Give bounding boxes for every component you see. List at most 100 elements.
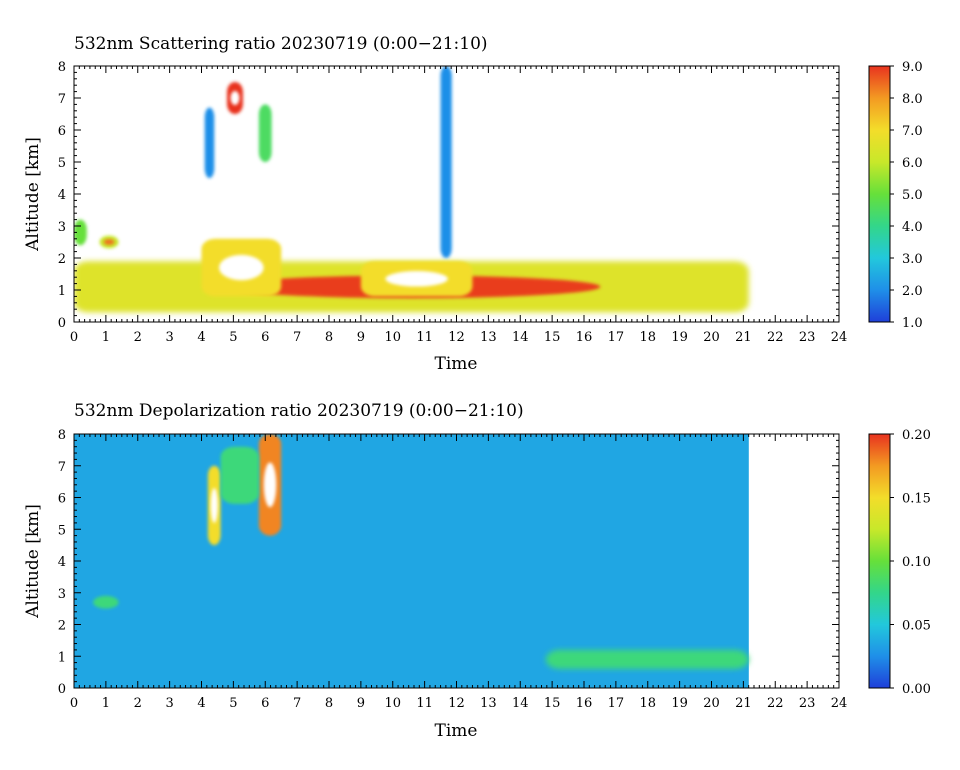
x-tick-label: 14 <box>512 696 529 711</box>
x-tick-label: 7 <box>293 696 301 711</box>
feature-core-1 <box>219 254 264 281</box>
x-tick-label: 8 <box>325 330 333 345</box>
x-tick-label: 24 <box>831 696 848 711</box>
y-tick-label: 3 <box>58 587 66 602</box>
panel2-title: 532nm Depolarization ratio 20230719 (0:0… <box>74 401 524 421</box>
x-tick-label: 4 <box>197 696 205 711</box>
x-tick-label: 21 <box>735 696 752 711</box>
x-tick-label: 1 <box>102 330 110 345</box>
y-tick-label: 7 <box>58 460 66 475</box>
x-tick-label: 5 <box>229 696 237 711</box>
x-tick-label: 17 <box>608 330 625 345</box>
x-tick-label: 10 <box>384 696 401 711</box>
y-tick-label: 0 <box>58 316 66 331</box>
x-tick-label: 12 <box>448 330 465 345</box>
panel1-x-axis: 0 1 2 3 4 5 6 7 8 9 10 11 12 13 14 15 16 17 18 19 20 21 22 23 24 <box>70 66 847 345</box>
x-tick-label: 23 <box>799 696 816 711</box>
x-tick-label: 22 <box>767 696 784 711</box>
panel2-heatmap <box>74 434 749 688</box>
x-tick-label: 18 <box>639 696 656 711</box>
y-tick-label: 2 <box>58 619 66 634</box>
y-tick-label: 4 <box>58 188 66 203</box>
x-tick-label: 10 <box>384 330 401 345</box>
panel2-colorbar: 0.00 0.05 0.10 0.15 0.20 <box>868 428 931 697</box>
y-tick-label: 3 <box>58 220 66 235</box>
feature-core-1 <box>263 462 277 508</box>
y-tick-label: 8 <box>58 428 66 443</box>
y-tick-label: 0 <box>58 682 66 697</box>
y-tick-label: 4 <box>58 555 66 570</box>
colorbar-tick-label: 1.0 <box>902 316 923 331</box>
colorbar-tick-label: 6.0 <box>902 156 923 171</box>
panel2-y-axis: 0 1 2 3 4 5 6 7 8 <box>58 428 839 697</box>
feature-core-6 <box>385 271 448 287</box>
panel1-colorbar: 1.0 2.0 3.0 4.0 5.0 6.0 7.0 8.0 9.0 <box>868 60 923 331</box>
colorbar-tick-label: 9.0 <box>902 60 923 75</box>
x-tick-label: 3 <box>165 696 173 711</box>
x-tick-label: 24 <box>831 330 848 345</box>
x-tick-label: 21 <box>735 330 752 345</box>
y-tick-label: 8 <box>58 60 66 75</box>
colorbar-tick-label: 2.0 <box>902 284 923 299</box>
x-tick-label: 5 <box>229 330 237 345</box>
x-tick-label: 17 <box>608 696 625 711</box>
x-tick-label: 12 <box>448 696 465 711</box>
feature-vertical-streak-5 <box>440 66 452 258</box>
colorbar-tick-label: 0.15 <box>902 492 931 507</box>
colorbar-tick-label: 7.0 <box>902 124 923 139</box>
feature-cloud-3 <box>258 104 272 162</box>
x-tick-label: 16 <box>576 330 593 345</box>
panel2-ylabel: Altitude [km] <box>23 504 43 619</box>
colorbar-tick-label: 0.00 <box>902 682 931 697</box>
x-tick-label: 19 <box>671 330 688 345</box>
feature-core-2 <box>230 90 240 106</box>
panel1-heatmap <box>74 66 749 313</box>
panel1-ylabel: Altitude [km] <box>23 137 43 252</box>
x-tick-label: 19 <box>671 696 688 711</box>
x-tick-label: 22 <box>767 330 784 345</box>
x-tick-label: 20 <box>703 696 720 711</box>
panel1-title: 532nm Scattering ratio 20230719 (0:00−21… <box>74 34 488 54</box>
x-tick-label: 3 <box>165 330 173 345</box>
colorbar-bar <box>868 433 891 689</box>
colorbar-bar <box>868 65 891 323</box>
feature-core-8 <box>103 239 115 245</box>
x-tick-label: 15 <box>544 696 561 711</box>
x-tick-label: 20 <box>703 330 720 345</box>
x-tick-label: 13 <box>480 330 497 345</box>
x-tick-label: 0 <box>70 330 78 345</box>
y-tick-label: 1 <box>58 284 66 299</box>
x-tick-label: 8 <box>325 696 333 711</box>
colorbar-tick-label: 3.0 <box>902 252 923 267</box>
colorbar-tick-label: 0.10 <box>902 555 931 570</box>
panel1-y-axis: 0 1 2 3 4 5 6 7 8 <box>58 60 839 331</box>
y-tick-label: 7 <box>58 92 66 107</box>
y-tick-label: 5 <box>58 156 66 171</box>
y-tick-label: 5 <box>58 523 66 538</box>
colorbar-tick-label: 0.05 <box>902 619 931 634</box>
feature-cloud-4 <box>204 107 215 178</box>
y-tick-label: 1 <box>58 650 66 665</box>
y-tick-label: 6 <box>58 492 66 507</box>
x-tick-label: 7 <box>293 330 301 345</box>
x-tick-label: 9 <box>357 330 365 345</box>
x-tick-label: 11 <box>416 330 433 345</box>
x-tick-label: 0 <box>70 696 78 711</box>
colorbar-tick-label: 0.20 <box>902 428 931 443</box>
panel2-x-axis: 0 1 2 3 4 5 6 7 8 9 10 11 12 13 14 15 16 17 18 19 20 21 22 23 24 <box>70 434 847 711</box>
x-tick-label: 16 <box>576 696 593 711</box>
x-tick-label: 6 <box>261 696 269 711</box>
feature-dust-layer-4 <box>93 595 119 609</box>
x-tick-label: 2 <box>134 696 142 711</box>
x-tick-label: 11 <box>416 696 433 711</box>
panel2-xlabel: Time <box>435 721 478 741</box>
x-tick-label: 2 <box>134 330 142 345</box>
x-tick-label: 6 <box>261 330 269 345</box>
colorbar-tick-label: 4.0 <box>902 220 923 235</box>
x-tick-label: 9 <box>357 696 365 711</box>
feature-ice-cloud-3 <box>220 446 259 504</box>
feature-core-2 <box>210 487 218 523</box>
y-tick-label: 6 <box>58 124 66 139</box>
colorbar-tick-label: 5.0 <box>902 188 923 203</box>
panel-scattering-ratio: 532nm Scattering ratio 20230719 (0:00−21… <box>23 34 923 374</box>
